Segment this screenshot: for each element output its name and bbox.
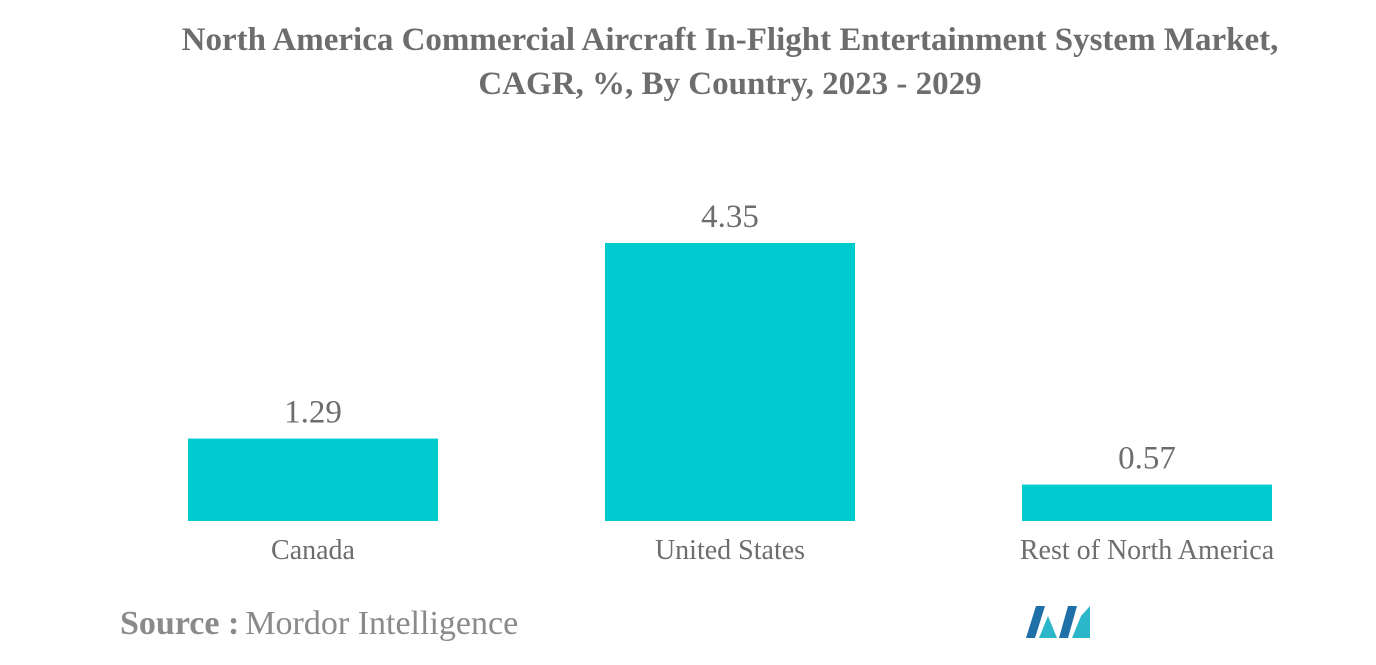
- source-value: Mordor Intelligence: [245, 605, 519, 642]
- bar-value-label-0: 1.29: [284, 395, 342, 431]
- bar-value-label-2: 0.57: [1118, 441, 1176, 477]
- logo-middle-stroke: [1039, 616, 1057, 638]
- category-label-0: Canada: [271, 535, 356, 566]
- chart-title: North America Commercial Aircraft In-Fli…: [80, 18, 1376, 106]
- bar-1: [605, 243, 855, 521]
- category-label-2: Rest of North America: [1020, 535, 1275, 566]
- mordor-intelligence-logo: [1026, 606, 1090, 638]
- logo-right-stroke: [1059, 606, 1077, 638]
- chart-title-line-1: North America Commercial Aircraft In-Fli…: [181, 22, 1279, 58]
- chart-title-line-2: CAGR, %, By Country, 2023 - 2029: [478, 66, 982, 102]
- bar-2: [1022, 484, 1272, 521]
- logo-tail-stroke: [1072, 606, 1090, 638]
- source-note: Source : Mordor Intelligence: [120, 605, 518, 643]
- bar-0: [188, 438, 438, 521]
- bar-value-label-1: 4.35: [701, 199, 759, 235]
- logo-left-stroke: [1026, 606, 1045, 638]
- category-label-1: United States: [655, 535, 805, 566]
- source-label: Source :: [120, 605, 240, 642]
